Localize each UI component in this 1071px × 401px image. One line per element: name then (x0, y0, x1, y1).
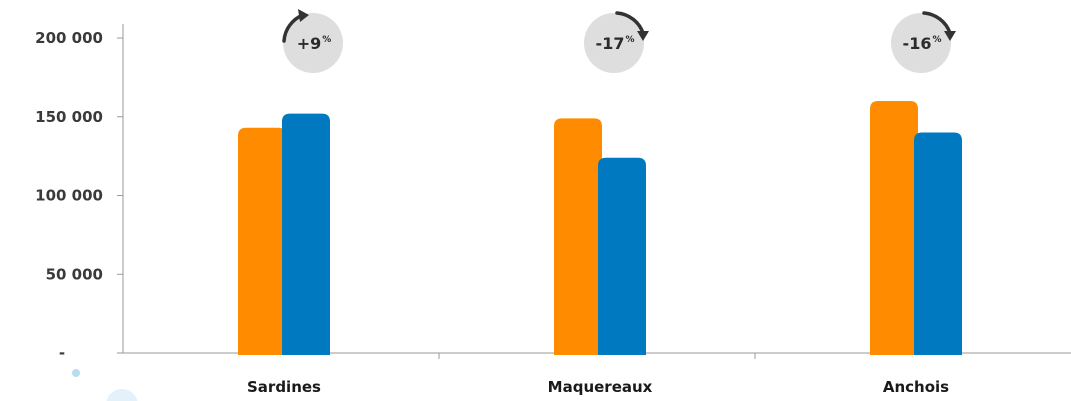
badge-circle (283, 13, 343, 73)
bar-anchois-series-1 (870, 101, 918, 355)
axes: - 50 000 100 000 150 000 200 000 (35, 24, 1071, 362)
x-category-label: Sardines (247, 378, 321, 396)
change-value: -16 (903, 34, 932, 53)
change-value: -17 (596, 34, 625, 53)
change-badges: +9% -17% -16% (282, 9, 956, 73)
change-unit: % (625, 35, 634, 45)
y-tick-label: 100 000 (35, 187, 103, 205)
trend-arrowhead-icon (944, 31, 956, 41)
trend-arrowhead-icon (298, 9, 309, 22)
trend-arrow-icon (615, 11, 645, 35)
y-tick-label: 200 000 (35, 29, 103, 47)
change-value: +9 (297, 34, 322, 53)
y-tick-label: 150 000 (35, 108, 103, 126)
bar-sardines-series-2 (282, 113, 330, 355)
badge-circle (891, 13, 951, 73)
bar-sardines-series-1 (238, 127, 286, 356)
decorative-dots-cluster (106, 389, 138, 401)
x-category-label: Anchois (883, 378, 949, 396)
bar-maquereaux-series-2 (598, 157, 646, 355)
x-category-label: Maquereaux (548, 378, 653, 396)
y-tick-label: 50 000 (46, 265, 103, 283)
change-badge: +9% (282, 9, 343, 73)
decoration (72, 369, 138, 401)
trend-arrowhead-icon (637, 31, 649, 41)
badge-circle (584, 13, 644, 73)
bar-anchois-series-2 (914, 132, 962, 355)
y-tick-label: - (59, 344, 65, 362)
bar-maquereaux-series-1 (554, 118, 602, 355)
decorative-dot (72, 369, 80, 377)
trend-arrow-icon (922, 11, 952, 35)
change-badge: -17% (584, 11, 649, 73)
change-unit: % (322, 35, 331, 45)
change-badge: -16% (891, 11, 956, 73)
change-unit: % (932, 35, 941, 45)
bars: Sardines Maquereaux Anchois (238, 101, 962, 396)
